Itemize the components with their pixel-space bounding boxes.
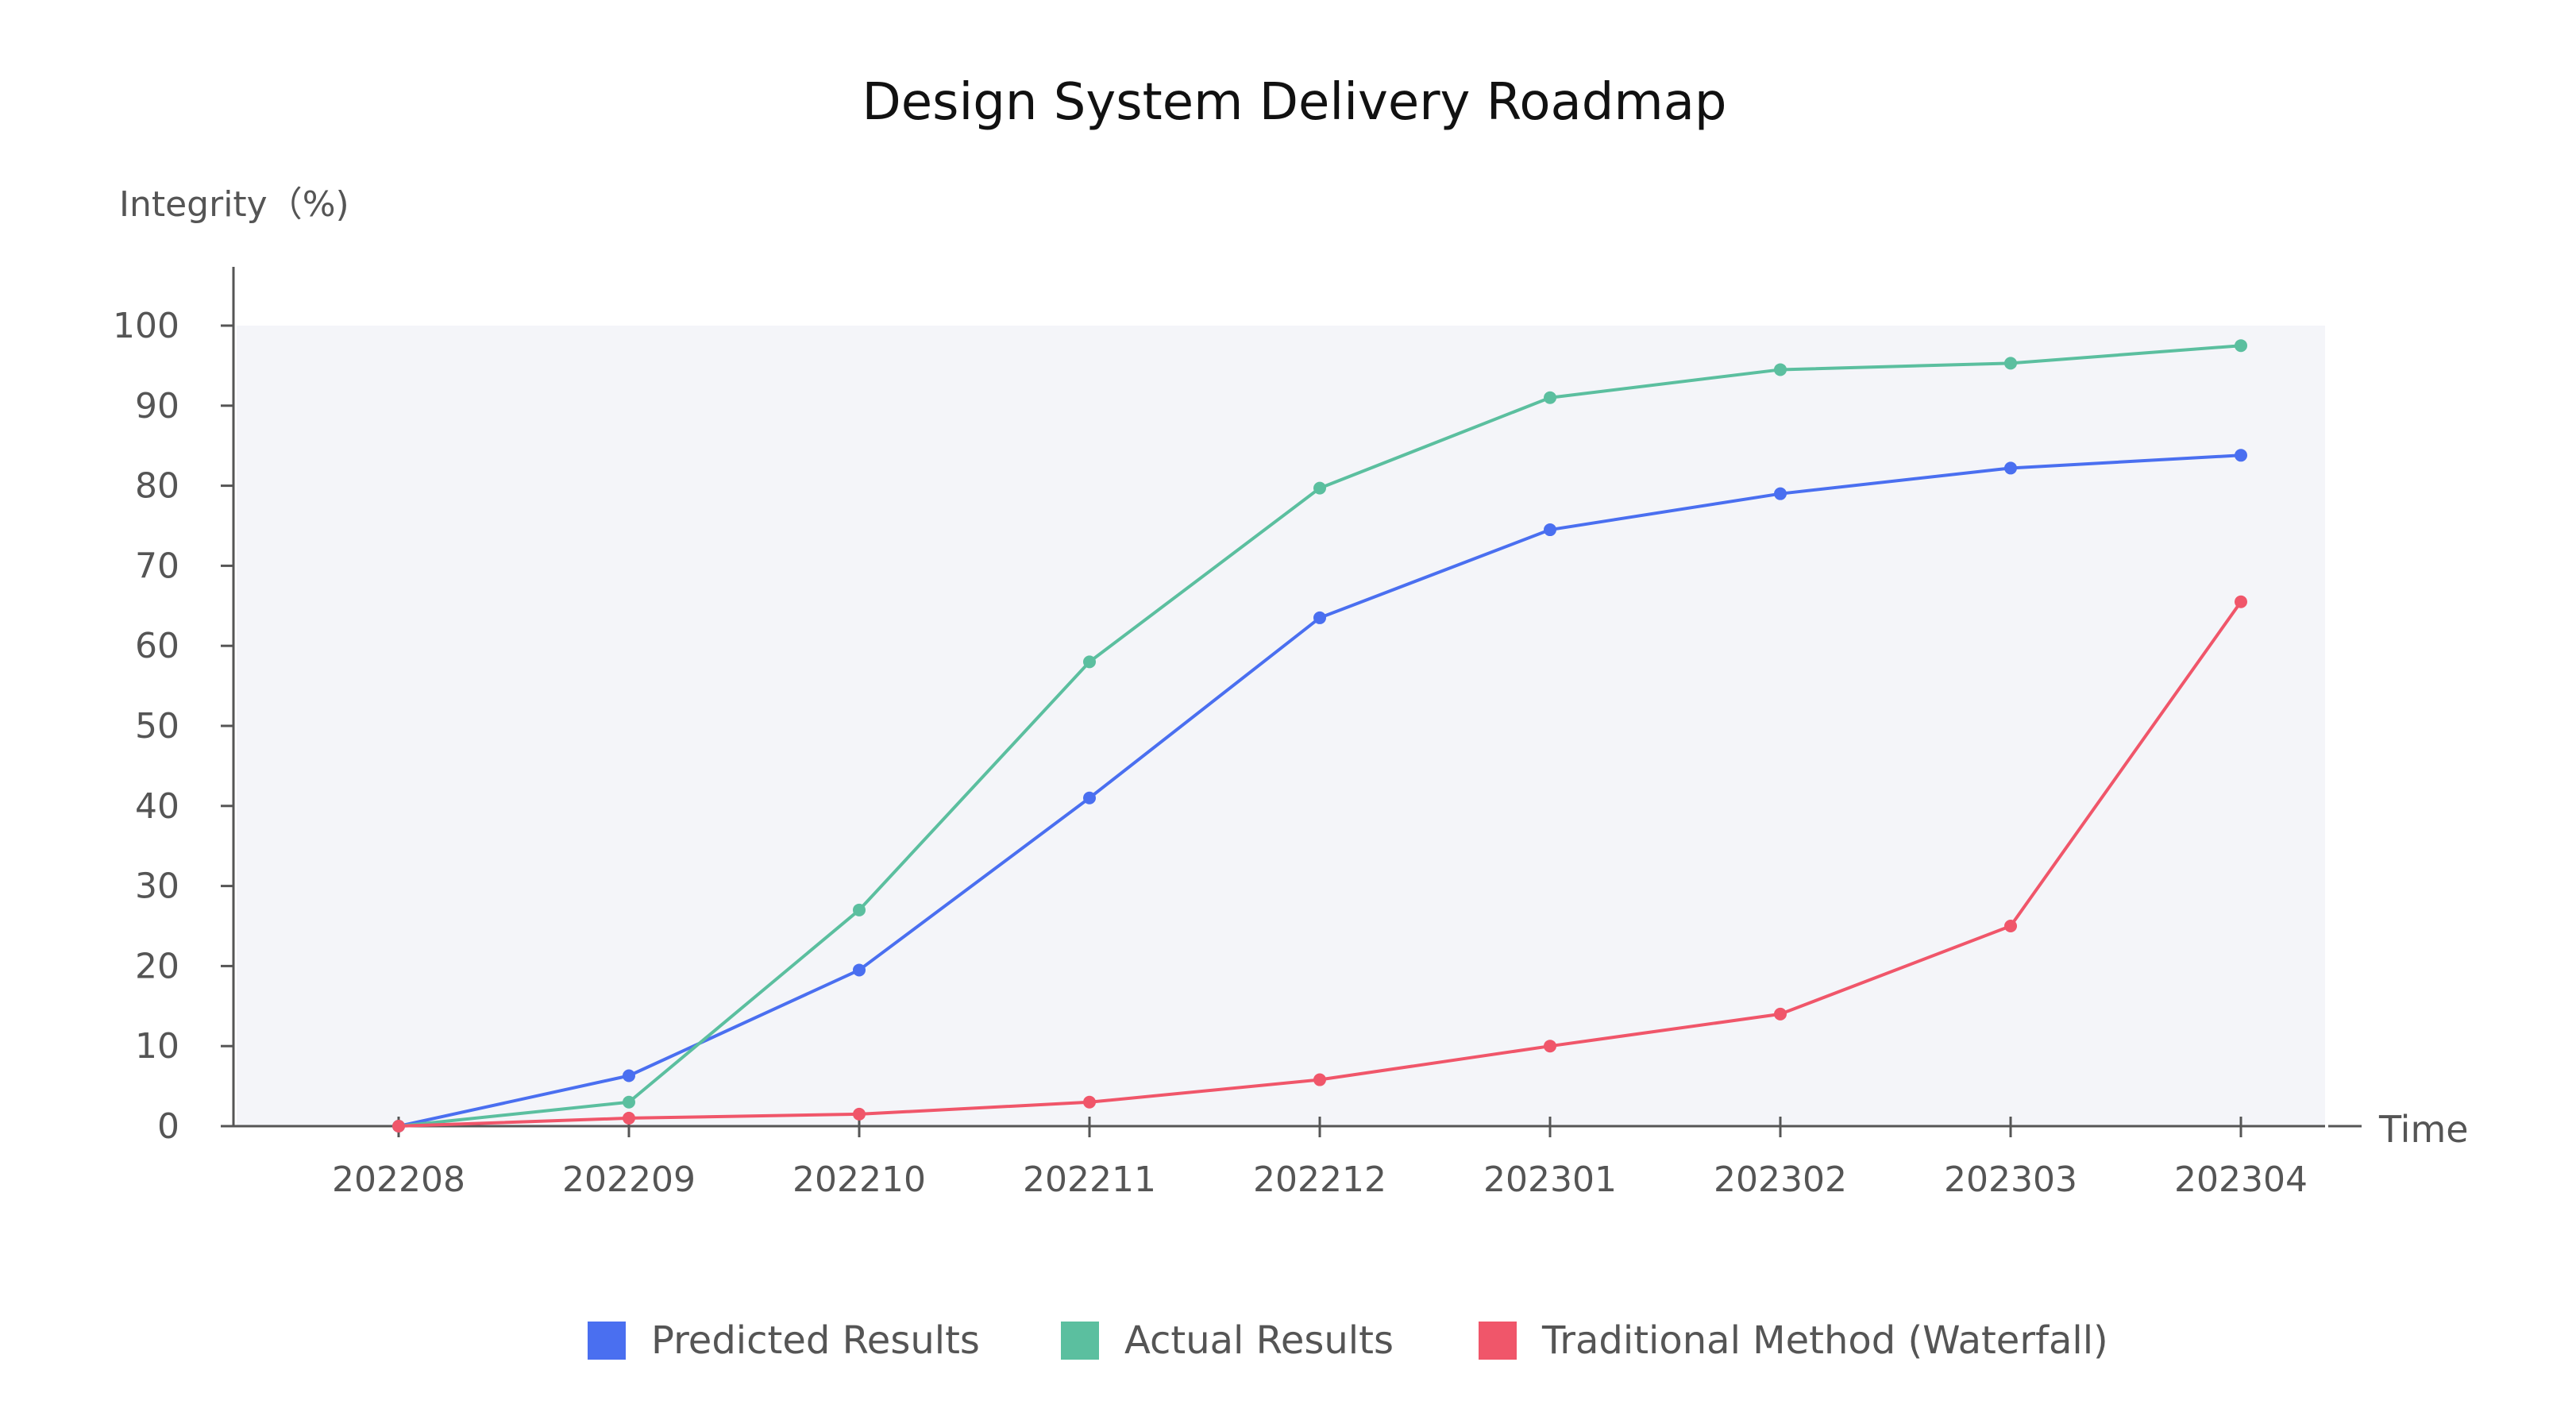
x-tick-label: 202304 — [2174, 1160, 2308, 1200]
y-tick-label: 40 — [135, 786, 179, 827]
data-point-series-3 — [1774, 1007, 1787, 1021]
x-tick-label: 202211 — [1023, 1160, 1156, 1200]
data-point-series-2 — [853, 903, 866, 916]
data-point-series-1 — [1313, 611, 1326, 624]
data-point-series-1 — [623, 1069, 635, 1082]
plot-area — [237, 326, 2325, 1126]
y-tick-label: 100 — [113, 306, 179, 346]
data-point-series-2 — [1774, 363, 1787, 376]
x-tick-label: 202212 — [1253, 1160, 1386, 1200]
data-point-series-2 — [1313, 481, 1326, 495]
data-point-series-2 — [1083, 655, 1096, 669]
x-axis-label: Time — [2378, 1108, 2469, 1151]
data-point-series-3 — [1083, 1095, 1096, 1109]
data-point-series-3 — [392, 1120, 405, 1133]
x-tick-label: 202209 — [562, 1160, 696, 1200]
x-tick-label: 202302 — [1714, 1160, 1847, 1200]
x-tick-label: 202303 — [1944, 1160, 2077, 1200]
y-tick-label: 60 — [135, 626, 179, 666]
y-tick-label: 10 — [135, 1026, 179, 1067]
series-points — [392, 339, 2247, 1133]
chart-title: Design System Delivery Roadmap — [862, 73, 1726, 132]
legend: Predicted Results Actual Results Tradition… — [588, 1318, 2108, 1363]
axes: 0 10 20 30 40 50 60 70 80 90 100 202208 202209 202210… — [113, 267, 2362, 1200]
data-point-series-2 — [623, 1095, 635, 1109]
data-point-series-3 — [2004, 920, 2017, 932]
y-tick-label: 70 — [135, 546, 179, 586]
data-point-series-3 — [1544, 1040, 1556, 1053]
data-point-series-2 — [2235, 339, 2247, 353]
y-axis-label: Integrity（%) — [119, 184, 349, 225]
x-tick-label: 202210 — [792, 1160, 926, 1200]
data-point-series-3 — [1313, 1073, 1326, 1086]
y-tick-label: 30 — [135, 866, 179, 907]
data-point-series-1 — [1083, 791, 1096, 805]
data-point-series-2 — [2004, 357, 2017, 370]
data-point-series-1 — [1544, 523, 1556, 537]
data-point-series-3 — [853, 1107, 866, 1121]
legend-swatch-1 — [588, 1322, 626, 1360]
data-point-series-2 — [1544, 391, 1556, 404]
legend-label-3: Traditional Method (Waterfall) — [1541, 1318, 2108, 1363]
data-point-series-3 — [623, 1111, 635, 1125]
y-tick-label: 80 — [135, 466, 179, 507]
legend-swatch-3 — [1479, 1322, 1517, 1360]
x-tick-label: 202301 — [1483, 1160, 1617, 1200]
data-point-series-1 — [1774, 487, 1787, 500]
data-point-series-3 — [2235, 595, 2247, 608]
y-tick-label: 0 — [157, 1106, 179, 1147]
y-tick-label: 50 — [135, 706, 179, 747]
legend-label-2: Actual Results — [1124, 1318, 1394, 1363]
y-tick-label: 90 — [135, 386, 179, 426]
legend-swatch-2 — [1061, 1322, 1099, 1360]
x-tick-label: 202208 — [332, 1160, 465, 1200]
data-point-series-1 — [853, 963, 866, 977]
legend-label-1: Predicted Results — [651, 1318, 980, 1363]
data-point-series-1 — [2004, 461, 2017, 475]
data-point-series-1 — [2235, 449, 2247, 462]
y-tick-label: 20 — [135, 946, 179, 986]
